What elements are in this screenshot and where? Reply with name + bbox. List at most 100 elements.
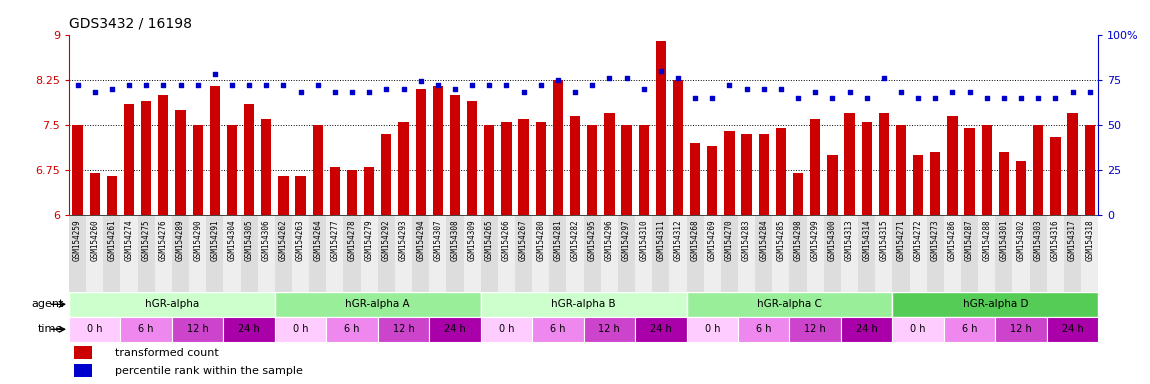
Bar bbox=[463, 215, 481, 292]
Point bbox=[685, 94, 704, 101]
Bar bbox=[86, 215, 104, 292]
Text: GSM154275: GSM154275 bbox=[141, 219, 151, 260]
Point bbox=[858, 94, 876, 101]
Bar bbox=[861, 122, 872, 215]
Bar bbox=[810, 119, 820, 215]
Point bbox=[841, 89, 859, 95]
Text: 12 h: 12 h bbox=[598, 324, 620, 334]
Bar bbox=[687, 317, 738, 342]
Point bbox=[652, 68, 670, 74]
Bar bbox=[635, 215, 652, 292]
Bar bbox=[467, 101, 477, 215]
Bar bbox=[1064, 215, 1081, 292]
Point bbox=[737, 86, 756, 92]
Point bbox=[943, 89, 961, 95]
Bar bbox=[618, 215, 635, 292]
Text: GSM154293: GSM154293 bbox=[399, 219, 408, 260]
Bar bbox=[789, 215, 806, 292]
Bar bbox=[209, 86, 220, 215]
Bar bbox=[223, 215, 240, 292]
Bar bbox=[841, 215, 858, 292]
Text: hGR-alpha A: hGR-alpha A bbox=[345, 299, 411, 310]
Text: GSM154313: GSM154313 bbox=[845, 219, 854, 260]
Text: GSM154318: GSM154318 bbox=[1086, 219, 1094, 260]
Bar bbox=[742, 134, 752, 215]
Bar bbox=[296, 176, 306, 215]
Text: GSM154303: GSM154303 bbox=[1034, 219, 1043, 260]
Bar bbox=[206, 215, 223, 292]
Point bbox=[429, 82, 447, 88]
Point bbox=[308, 82, 327, 88]
Text: GSM154267: GSM154267 bbox=[519, 219, 528, 260]
Text: 6 h: 6 h bbox=[756, 324, 772, 334]
Bar bbox=[532, 215, 550, 292]
Text: 12 h: 12 h bbox=[1010, 324, 1032, 334]
Point bbox=[1029, 94, 1048, 101]
Point bbox=[68, 82, 86, 88]
Bar bbox=[998, 152, 1009, 215]
Bar bbox=[600, 215, 618, 292]
Point bbox=[446, 86, 465, 92]
Bar bbox=[944, 215, 961, 292]
Bar bbox=[159, 95, 169, 215]
Text: GSM154278: GSM154278 bbox=[347, 219, 356, 260]
Text: 6 h: 6 h bbox=[961, 324, 978, 334]
Bar bbox=[327, 215, 344, 292]
Point bbox=[480, 82, 498, 88]
Bar bbox=[223, 317, 275, 342]
Bar bbox=[172, 317, 223, 342]
Bar bbox=[175, 110, 185, 215]
Text: GSM154283: GSM154283 bbox=[742, 219, 751, 260]
Bar bbox=[74, 364, 92, 377]
Bar bbox=[738, 215, 756, 292]
Bar bbox=[450, 95, 460, 215]
Bar bbox=[361, 215, 377, 292]
Text: 6 h: 6 h bbox=[344, 324, 360, 334]
Bar bbox=[944, 317, 995, 342]
Text: hGR-alpha C: hGR-alpha C bbox=[757, 299, 822, 310]
Bar bbox=[313, 125, 323, 215]
Bar bbox=[244, 104, 254, 215]
Text: GSM154305: GSM154305 bbox=[245, 219, 254, 260]
Text: GSM154307: GSM154307 bbox=[434, 219, 443, 260]
Point bbox=[137, 82, 155, 88]
Bar bbox=[776, 128, 787, 215]
Bar bbox=[292, 215, 309, 292]
Text: GSM154298: GSM154298 bbox=[793, 219, 803, 260]
Point bbox=[463, 82, 482, 88]
Point bbox=[85, 89, 104, 95]
Text: hGR-alpha: hGR-alpha bbox=[145, 299, 199, 310]
Point bbox=[995, 94, 1013, 101]
Text: GSM154260: GSM154260 bbox=[90, 219, 99, 260]
Bar bbox=[567, 215, 584, 292]
Bar bbox=[107, 176, 117, 215]
Bar bbox=[982, 125, 992, 215]
Bar bbox=[275, 215, 292, 292]
Text: GSM154297: GSM154297 bbox=[622, 219, 631, 260]
Bar bbox=[309, 215, 327, 292]
Bar bbox=[948, 116, 958, 215]
Point bbox=[720, 82, 738, 88]
Point bbox=[394, 86, 413, 92]
Point bbox=[669, 75, 688, 81]
Bar bbox=[927, 215, 944, 292]
Text: GSM154315: GSM154315 bbox=[880, 219, 888, 260]
Bar bbox=[806, 215, 823, 292]
Bar bbox=[394, 215, 412, 292]
Text: GSM154299: GSM154299 bbox=[811, 219, 820, 260]
Bar bbox=[1081, 215, 1098, 292]
Bar bbox=[515, 215, 532, 292]
Point bbox=[171, 82, 190, 88]
Point bbox=[978, 94, 996, 101]
Bar bbox=[278, 176, 289, 215]
Point bbox=[960, 89, 979, 95]
Text: GSM154286: GSM154286 bbox=[948, 219, 957, 260]
Point bbox=[823, 94, 842, 101]
Text: GSM154268: GSM154268 bbox=[691, 219, 699, 260]
Bar bbox=[995, 215, 1012, 292]
Bar bbox=[69, 292, 275, 317]
Bar bbox=[844, 113, 854, 215]
Bar bbox=[687, 292, 892, 317]
Point bbox=[566, 89, 584, 95]
Text: GSM154287: GSM154287 bbox=[965, 219, 974, 260]
